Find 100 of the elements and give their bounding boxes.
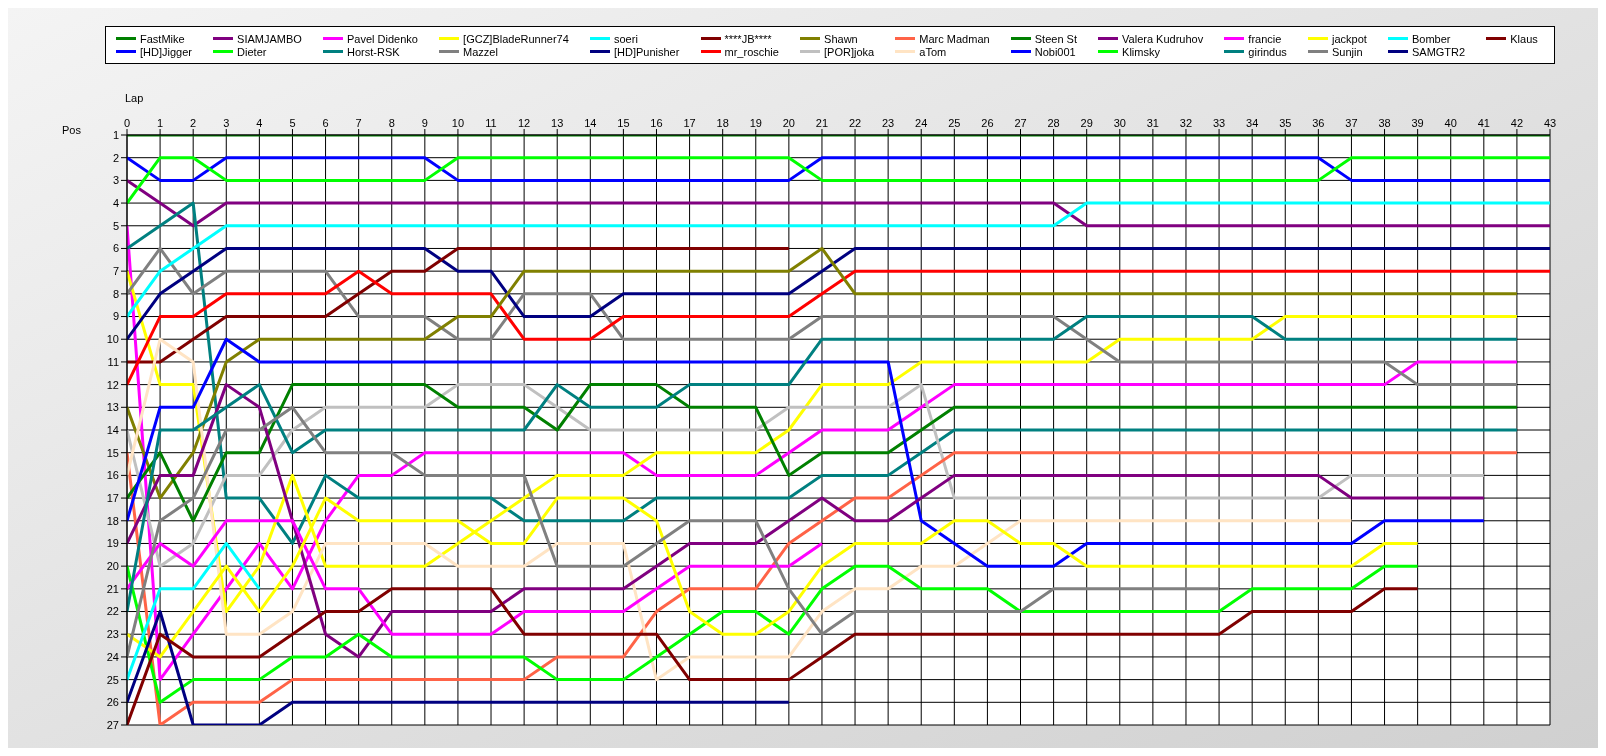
legend-label: Shawn [824,32,858,45]
line-series [127,337,1353,682]
x-tick-label: 36 [1312,117,1325,129]
x-tick-label: 40 [1444,117,1457,129]
x-tick-label: 2 [190,117,197,129]
y-tick-label: 23 [106,628,119,641]
x-tick-label: 41 [1477,117,1490,129]
y-tick-label: 7 [112,265,119,278]
y-tick-label: 10 [106,333,119,346]
y-tick-label: 22 [106,605,119,618]
x-tick-label: 37 [1345,117,1358,129]
y-tick-label: 17 [106,491,119,504]
line-series [127,587,1420,725]
x-tick-label: 42 [1510,117,1524,129]
legend-label: [HD]Punisher [613,45,680,58]
legend-label: [POR]joka [824,45,875,58]
legend-label: SAMGTR2 [1411,45,1466,58]
x-tick-label: 10 [451,117,465,129]
x-tick-label: 7 [355,117,362,129]
x-tick-label: 39 [1411,117,1424,129]
legend-label: girindus [1248,45,1287,58]
y-tick-label: 11 [107,355,119,368]
y-tick-label: 14 [106,423,119,436]
x-tick-label: 12 [517,117,531,129]
x-tick-label: 30 [1113,117,1126,129]
y-tick-label: 21 [106,582,119,595]
legend-label: soeri [613,32,638,45]
legend-label: FastMike [140,32,185,45]
x-tick-label: 21 [815,117,829,129]
x-tick-label: 33 [1212,117,1226,129]
x-tick-label: 26 [981,117,994,129]
x-axis-title: Lap [125,92,144,104]
line-series [127,246,791,364]
y-tick-label: 2 [112,151,119,164]
line-series [127,224,1519,682]
y-tick-label: 13 [106,401,119,414]
y-tick-label: 1 [112,128,119,141]
legend-label: Mazzel [463,45,498,58]
x-tick-label: 38 [1378,117,1391,129]
line-series [127,246,1519,387]
y-tick-label: 6 [112,242,119,255]
legend-label: Steen St [1034,32,1077,45]
x-tick-label: 1 [157,117,164,129]
y-tick-label: 19 [106,537,119,550]
x-tick-label: 13 [551,117,564,129]
x-tick-label: 24 [915,117,928,129]
x-tick-label: 6 [322,117,329,129]
line-series [127,383,1486,659]
x-tick-label: 9 [421,117,428,129]
line-series [127,383,1519,523]
legend-label: mr_roschie [724,45,779,58]
line-series [127,405,1221,659]
x-tick-label: 29 [1080,117,1093,129]
x-tick-label: 5 [289,117,296,129]
x-tick-label: 22 [848,117,862,129]
line-series [127,564,1420,704]
legend-label: ****JB**** [724,32,772,45]
legend-label: Marc Madman [919,32,990,45]
x-tick-label: 25 [948,117,961,129]
line-series [127,246,1519,500]
x-tick-label: 43 [1543,117,1557,129]
x-tick-label: 27 [1014,117,1027,129]
legend-label: Pavel Didenko [347,32,418,45]
y-axis-title: Pos [62,124,81,136]
x-tick-label: 28 [1047,117,1060,129]
legend-label: SIAMJAMBO [237,32,302,45]
legend-label: jackpot [1331,32,1367,45]
legend-label: francie [1248,32,1282,45]
x-tick-label: 3 [223,117,230,129]
legend-label: Klimsky [1122,45,1160,58]
y-tick-label: 16 [106,469,119,482]
x-tick-label: 0 [123,117,131,129]
x-tick-label: 16 [650,117,663,129]
legend-label: Sunjin [1331,45,1363,58]
legend-label: Bomber [1411,32,1451,45]
y-tick-label: 3 [112,174,119,187]
legend-label: Horst-RSK [347,45,400,58]
y-tick-label: 5 [112,219,119,232]
legend-label: Nobi001 [1034,45,1076,58]
y-tick-label: 24 [106,650,119,663]
y-tick-label: 18 [106,514,119,527]
x-tick-label: 32 [1179,117,1193,129]
legend-label: Valera Kudruhov [1122,32,1204,45]
line-series [127,383,1486,568]
line-series [127,337,1486,568]
y-tick-label: 26 [106,696,119,709]
legend-label: [HD]Jigger [140,45,192,58]
x-tick-label: 17 [683,117,696,129]
x-tick-label: 35 [1279,117,1292,129]
y-tick-label: 9 [112,310,119,323]
legend-label: aTom [919,45,947,58]
x-tick-label: 14 [584,117,597,129]
y-tick-label: 20 [106,560,119,573]
y-tick-label: 8 [112,287,119,300]
x-tick-label: 4 [256,117,263,129]
x-tick-label: 31 [1146,117,1160,129]
x-tick-label: 20 [782,117,795,129]
line-series [127,451,1519,725]
y-tick-label: 15 [106,446,119,459]
legend-label: [GCZ]BladeRunner74 [463,32,569,45]
